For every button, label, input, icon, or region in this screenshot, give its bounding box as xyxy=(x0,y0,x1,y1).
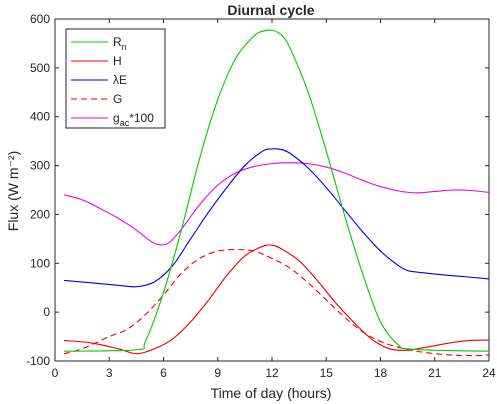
series-line-e xyxy=(63,148,490,288)
y-tick-label: 600 xyxy=(30,12,50,26)
x-tick-label: 18 xyxy=(374,366,388,380)
y-axis-label: Flux (W m⁻²) xyxy=(5,151,21,231)
series-line-rn xyxy=(64,29,490,352)
x-tick-label: 0 xyxy=(52,366,59,380)
x-tick-label: 6 xyxy=(160,366,167,380)
x-tick-label: 9 xyxy=(214,366,221,380)
x-tick-label: 3 xyxy=(106,366,113,380)
y-tick-label: 200 xyxy=(30,207,50,221)
legend-label: λE xyxy=(113,73,127,87)
legend-label: Rn xyxy=(113,35,127,52)
x-tick-label: 24 xyxy=(482,366,496,380)
legend-label-suffix: *100 xyxy=(129,111,154,125)
x-tick-label: 12 xyxy=(265,366,279,380)
series-line-g xyxy=(63,249,490,357)
legend-label: H xyxy=(113,54,122,68)
legend-label-main: λE xyxy=(113,73,127,87)
legend-label-main: R xyxy=(113,35,122,49)
legend-label-main: H xyxy=(113,54,122,68)
series-line-gac100 xyxy=(63,162,490,246)
legend-label-subscript: n xyxy=(122,42,127,52)
legend-label-main: g xyxy=(113,111,120,125)
series-line-h xyxy=(63,244,490,355)
x-axis-label: Time of day (hours) xyxy=(211,385,332,401)
x-tick-label: 21 xyxy=(428,366,442,380)
x-tick-label: 15 xyxy=(320,366,334,380)
y-tick-label: 500 xyxy=(30,61,50,75)
series-layer xyxy=(63,29,490,357)
legend-label: G xyxy=(113,92,122,106)
y-tick-label: 300 xyxy=(30,159,50,173)
y-tick-label: 400 xyxy=(30,110,50,124)
y-tick-label: 0 xyxy=(43,305,50,319)
y-tick-label: -100 xyxy=(26,354,50,368)
y-tick-label: 100 xyxy=(30,256,50,270)
legend-label: gac*100 xyxy=(113,111,154,128)
chart-title: Diurnal cycle xyxy=(227,2,314,18)
legend-label-subscript: ac xyxy=(120,118,130,128)
legend-box xyxy=(65,28,166,129)
legend-label-main: G xyxy=(113,92,122,106)
